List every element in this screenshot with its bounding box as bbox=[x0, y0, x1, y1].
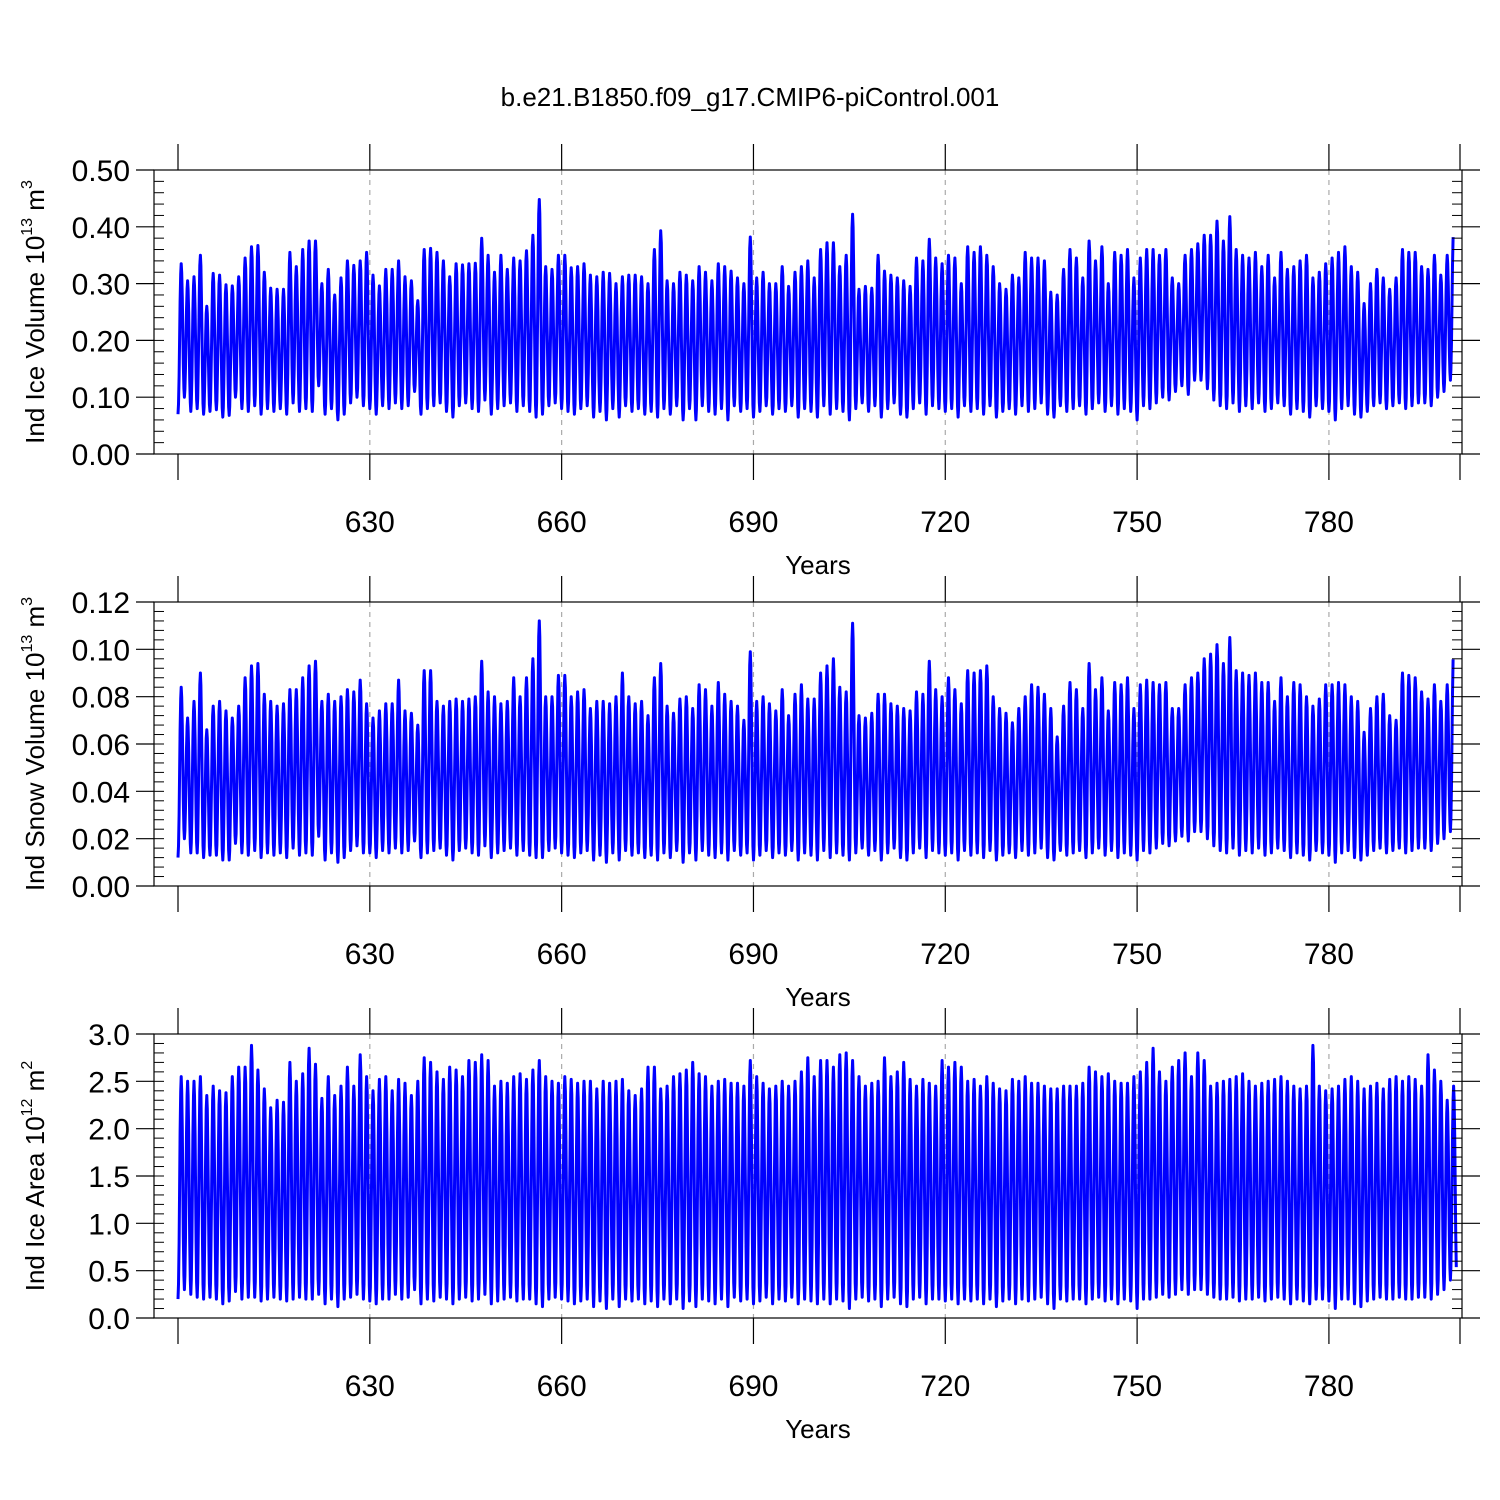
plot-frame bbox=[153, 169, 1463, 455]
chart-panel-2: 0.00 0.02 0.04 0.06 0.08 0.10 0.12 630 660 690 720… bbox=[19, 576, 1480, 1012]
y-tick-label: 0.40 bbox=[72, 212, 130, 245]
y-tick-label: 0.02 bbox=[72, 824, 130, 857]
y-tick-label: 1.5 bbox=[88, 1161, 130, 1194]
y-tick-label: 3.0 bbox=[88, 1019, 130, 1052]
x-tick-label: 780 bbox=[1304, 506, 1354, 539]
x-tick-label: 750 bbox=[1112, 1370, 1162, 1403]
y-tick-label: 0.10 bbox=[72, 382, 130, 415]
x-axis-title: Years bbox=[785, 550, 851, 580]
x-tick-label: 660 bbox=[537, 938, 587, 971]
chart-title: b.e21.B1850.f09_g17.CMIP6-piControl.001 bbox=[501, 82, 1000, 112]
series-line bbox=[176, 1043, 1458, 1310]
series-line bbox=[176, 619, 1455, 864]
y-tick-label: 0.00 bbox=[72, 439, 130, 472]
y-tick-label: 0.30 bbox=[72, 269, 130, 302]
chart-panel-1: 0.00 0.10 0.20 0.30 0.40 0.50 630 660 690 720 750 7… bbox=[19, 144, 1480, 580]
y-tick-label: 0.08 bbox=[72, 682, 130, 715]
y-tick-label: 0.04 bbox=[72, 776, 130, 809]
x-tick-label: 630 bbox=[345, 938, 395, 971]
y-tick-label: 2.5 bbox=[88, 1066, 130, 1099]
y-axis-title: Ind Snow Volume 1013 m3 bbox=[19, 597, 50, 891]
x-tick-label: 720 bbox=[920, 938, 970, 971]
x-tick-label: 690 bbox=[728, 506, 778, 539]
x-tick-label: 630 bbox=[345, 1370, 395, 1403]
series-line bbox=[176, 198, 1455, 422]
x-tick-label: 660 bbox=[537, 506, 587, 539]
y-tick-label: 0.50 bbox=[72, 155, 130, 188]
y-axis-title: Ind Ice Area 1012 m2 bbox=[19, 1061, 50, 1292]
y-tick-label: 0.10 bbox=[72, 634, 130, 667]
y-tick-label: 0.06 bbox=[72, 729, 130, 762]
y-tick-label: 2.0 bbox=[88, 1114, 130, 1147]
x-tick-label: 660 bbox=[537, 1370, 587, 1403]
y-tick-label: 0.00 bbox=[72, 871, 130, 904]
y-axis-title: Ind Ice Volume 1013 m3 bbox=[19, 180, 50, 444]
x-tick-label: 780 bbox=[1304, 1370, 1354, 1403]
x-tick-label: 780 bbox=[1304, 938, 1354, 971]
x-tick-label: 750 bbox=[1112, 506, 1162, 539]
x-axis-title: Years bbox=[785, 982, 851, 1012]
x-tick-label: 630 bbox=[345, 506, 395, 539]
x-tick-label: 720 bbox=[920, 1370, 970, 1403]
chart-panel-3: 0.0 0.5 1.0 1.5 2.0 2.5 3.0 630 660 690 720 750 780 Y… bbox=[19, 1008, 1480, 1444]
x-tick-label: 690 bbox=[728, 1370, 778, 1403]
x-tick-label: 720 bbox=[920, 506, 970, 539]
y-tick-label: 1.0 bbox=[88, 1208, 130, 1241]
x-axis-title: Years bbox=[785, 1414, 851, 1444]
y-tick-label: 0.5 bbox=[88, 1256, 130, 1289]
y-tick-label: 0.12 bbox=[72, 587, 130, 620]
x-tick-label: 690 bbox=[728, 938, 778, 971]
x-tick-label: 750 bbox=[1112, 938, 1162, 971]
y-tick-label: 0.0 bbox=[88, 1303, 130, 1336]
y-tick-label: 0.20 bbox=[72, 325, 130, 358]
